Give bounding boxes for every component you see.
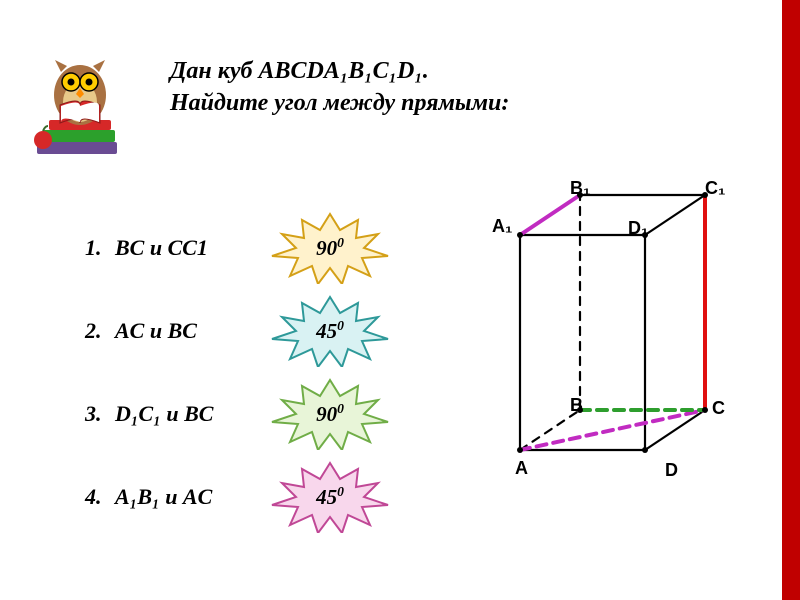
vertex-label-D1: D₁ [628,218,648,239]
problem-text: D₁C₁ и BC [115,401,270,427]
vertex-label-A: А [515,458,528,479]
vertex-label-B1: В₁ [570,178,590,199]
answer-burst: 900 [270,378,390,450]
vertex-label-C1: С₁ [705,178,725,199]
problem-text: A₁B₁ и AC [115,484,270,510]
problem-num: 2. [85,318,115,344]
accent-border [782,0,800,600]
answer-label: 900 [316,235,344,261]
answer-label: 450 [316,318,344,344]
title-line-1: Дан куб ABCDA₁B₁C₁D₁. [170,55,509,87]
answer-burst: 450 [270,461,390,533]
owl-decoration [25,50,130,165]
problem-row: 2. AC и BC 450 [85,298,390,363]
vertex-label-A1: А₁ [492,216,512,237]
answer-label: 450 [316,484,344,510]
vertex-label-C: С [712,398,725,419]
cube-diagram: А₁ В₁ С₁ D₁ А В С D [480,180,740,480]
problem-row: 4. A₁B₁ и AC 450 [85,464,390,529]
problem-row: 1. BC и CC1 900 [85,215,390,280]
answer-label: 900 [316,401,344,427]
title-line-2: Найдите угол между прямыми: [170,87,509,119]
problem-num: 3. [85,401,115,427]
problem-list: 1. BC и CC1 900 2. AC и BC 450 3. D₁C₁ и… [85,215,390,547]
problem-text: AC и BC [115,318,270,344]
problem-row: 3. D₁C₁ и BC 900 [85,381,390,446]
answer-burst: 900 [270,212,390,284]
problem-text: BC и CC1 [115,235,270,261]
problem-num: 4. [85,484,115,510]
problem-num: 1. [85,235,115,261]
vertex-label-B: В [570,395,583,416]
vertex-label-D: D [665,460,678,481]
answer-burst: 450 [270,295,390,367]
problem-title: Дан куб ABCDA₁B₁C₁D₁. Найдите угол между… [170,55,509,120]
